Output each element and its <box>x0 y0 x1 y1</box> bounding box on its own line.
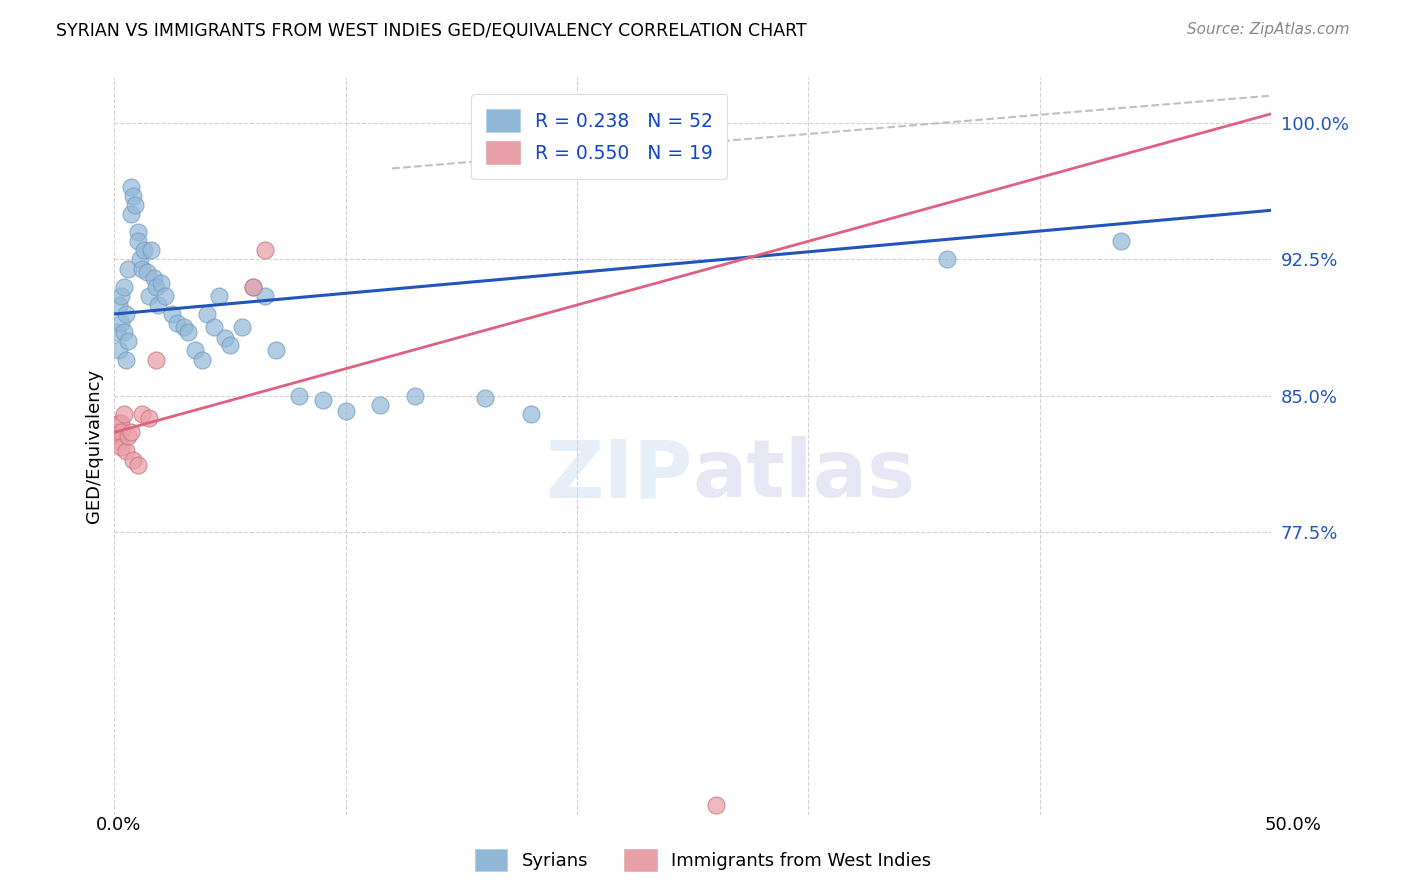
Point <box>110 289 132 303</box>
Point <box>115 352 138 367</box>
Point <box>110 416 132 430</box>
Text: SYRIAN VS IMMIGRANTS FROM WEST INDIES GED/EQUIVALENCY CORRELATION CHART: SYRIAN VS IMMIGRANTS FROM WEST INDIES GE… <box>56 22 807 40</box>
Point <box>105 325 128 339</box>
Point <box>231 319 253 334</box>
Point <box>131 407 153 421</box>
Point <box>704 798 727 813</box>
Point <box>127 225 149 239</box>
Point <box>145 352 167 367</box>
Point <box>134 244 156 258</box>
Point <box>108 416 131 430</box>
Legend: R = 0.238   N = 52, R = 0.550   N = 19: R = 0.238 N = 52, R = 0.550 N = 19 <box>471 95 727 179</box>
Point <box>1109 234 1132 248</box>
Point <box>370 398 392 412</box>
Point <box>202 319 225 334</box>
Point <box>266 343 288 358</box>
Point <box>120 207 142 221</box>
Point <box>127 458 149 472</box>
Point <box>162 307 184 321</box>
Point <box>145 279 167 293</box>
Point <box>195 307 218 321</box>
Point <box>474 391 496 405</box>
Point <box>115 443 138 458</box>
Point <box>242 279 264 293</box>
Point <box>108 343 131 358</box>
Point <box>112 279 135 293</box>
Text: 50.0%: 50.0% <box>1265 816 1322 834</box>
Point <box>105 425 128 440</box>
Point <box>110 316 132 330</box>
Point <box>520 407 543 421</box>
Y-axis label: GED/Equivalency: GED/Equivalency <box>86 369 103 523</box>
Point <box>124 198 146 212</box>
Point <box>112 407 135 421</box>
Text: Source: ZipAtlas.com: Source: ZipAtlas.com <box>1187 22 1350 37</box>
Point <box>166 316 188 330</box>
Point <box>288 389 311 403</box>
Point <box>173 319 195 334</box>
Point <box>120 425 142 440</box>
Point <box>105 429 128 443</box>
Text: 0.0%: 0.0% <box>96 816 141 834</box>
Point <box>117 429 139 443</box>
Point <box>191 352 214 367</box>
Point <box>177 325 200 339</box>
Point <box>214 331 236 345</box>
Point <box>142 270 165 285</box>
Legend: Syrians, Immigrants from West Indies: Syrians, Immigrants from West Indies <box>467 842 939 879</box>
Point <box>108 434 131 449</box>
Point <box>112 325 135 339</box>
Point <box>936 252 959 267</box>
Point <box>131 261 153 276</box>
Point <box>108 298 131 312</box>
Point <box>122 452 145 467</box>
Point <box>127 234 149 248</box>
Point <box>122 188 145 202</box>
Point <box>138 289 160 303</box>
Text: atlas: atlas <box>693 436 915 515</box>
Text: ZIP: ZIP <box>546 436 693 515</box>
Point <box>311 392 333 407</box>
Point <box>155 289 177 303</box>
Point <box>253 289 276 303</box>
Point <box>141 244 163 258</box>
Point <box>253 244 276 258</box>
Point <box>128 252 150 267</box>
Point <box>117 334 139 349</box>
Point <box>135 265 157 279</box>
Point <box>242 279 264 293</box>
Point <box>110 440 132 454</box>
Point <box>149 276 172 290</box>
Point <box>115 307 138 321</box>
Point <box>110 425 132 440</box>
Point <box>138 410 160 425</box>
Point <box>404 389 426 403</box>
Point <box>335 403 357 417</box>
Point <box>117 261 139 276</box>
Point <box>184 343 207 358</box>
Point <box>207 289 229 303</box>
Point <box>219 338 242 352</box>
Point <box>120 179 142 194</box>
Point <box>148 298 170 312</box>
